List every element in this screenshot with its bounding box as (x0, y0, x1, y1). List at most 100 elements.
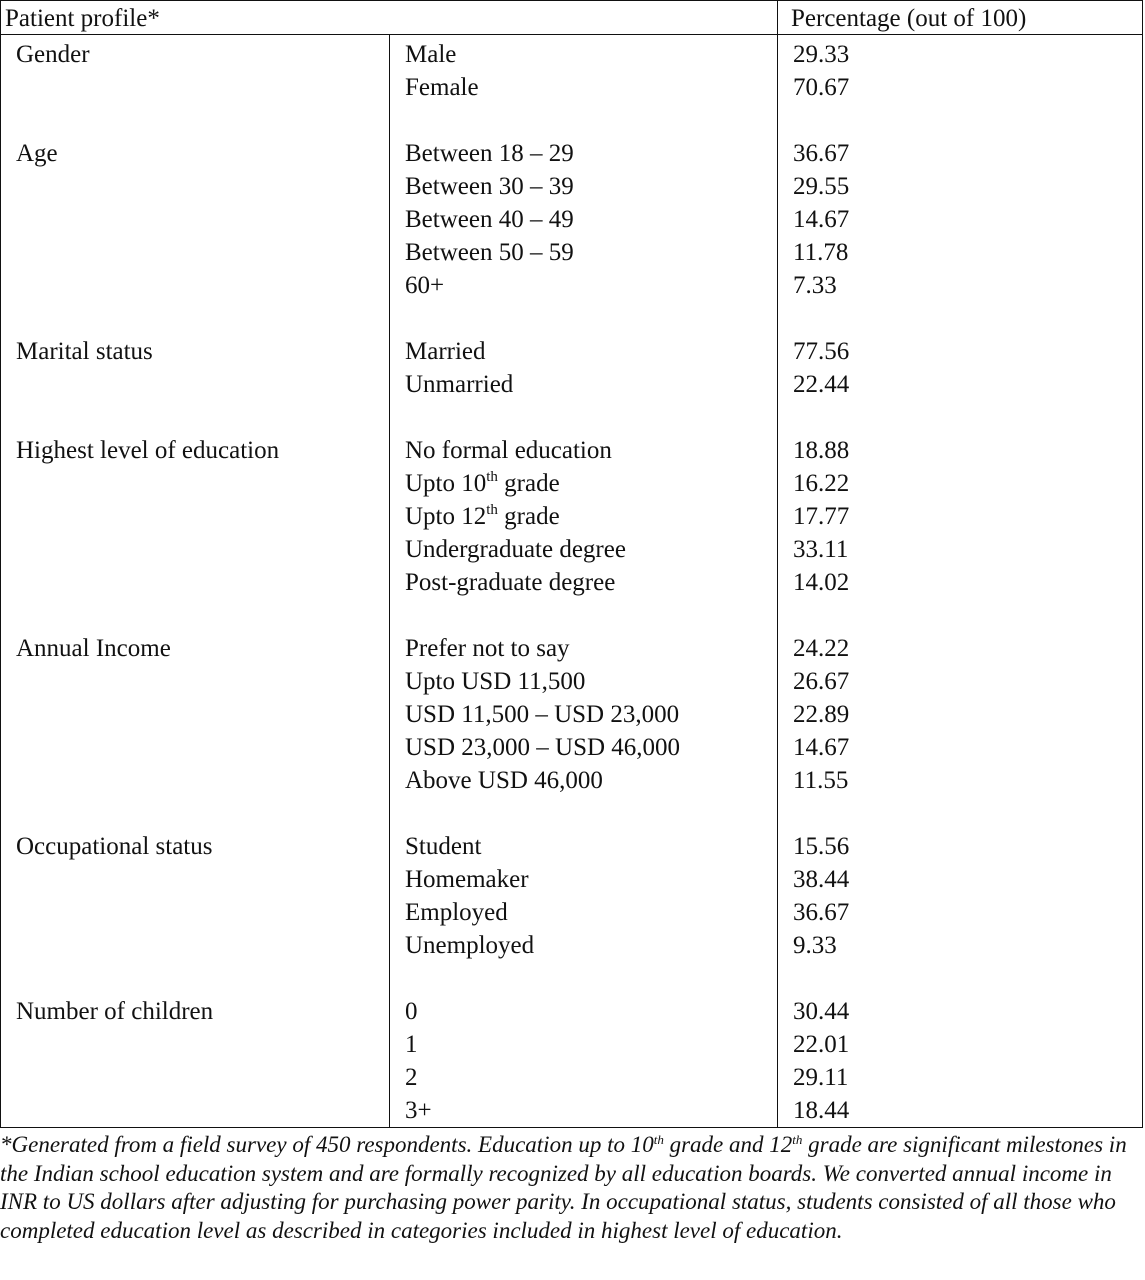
row-label-text: No formal education (405, 437, 612, 464)
row-percentage: 15.56 (793, 833, 850, 860)
row-percentage: 14.67 (793, 734, 850, 761)
row-label: USD 23,000 – USD 46,000 (405, 731, 680, 764)
row-label: Undergraduate degree (405, 533, 626, 566)
row-label: Homemaker (405, 863, 529, 896)
category-label: Annual Income (16, 635, 171, 662)
category-label: Gender (16, 41, 90, 68)
row-label: 3+ (405, 1094, 432, 1127)
row-label-text: Female (405, 74, 479, 101)
row-percentage: 14.02 (793, 569, 850, 596)
category-label: Age (16, 140, 58, 167)
row-percentage: 16.22 (793, 470, 850, 497)
row-percentage: 9.33 (793, 932, 837, 959)
footnote-sup-1: th (653, 1132, 664, 1147)
table-footnote: *Generated from a field survey of 450 re… (0, 1131, 1142, 1246)
row-label: Between 18 – 29 (405, 137, 574, 170)
row-label-text: Male (405, 41, 457, 68)
row-label: Between 40 – 49 (405, 203, 574, 236)
category-label: Number of children (16, 998, 214, 1025)
row-label: Upto 10th grade (405, 467, 560, 500)
row-percentage: 18.44 (793, 1097, 850, 1124)
row-label: Above USD 46,000 (405, 764, 603, 797)
row-label: Married (405, 335, 486, 368)
row-label: Prefer not to say (405, 632, 570, 665)
row-percentage: 11.55 (793, 767, 849, 794)
row-percentage: 26.67 (793, 668, 850, 695)
row-label: Unmarried (405, 368, 513, 401)
row-label: Between 50 – 59 (405, 236, 574, 269)
row-label-superscript: th (486, 502, 498, 518)
column-divider-2 (777, 1, 778, 1127)
category-label: Marital status (16, 338, 153, 365)
demographics-table: Patient profile* Percentage (out of 100)… (0, 0, 1143, 1128)
row-label: 0 (405, 995, 418, 1028)
row-label-text: Upto 12 (405, 503, 487, 530)
row-label-text: Between 30 – 39 (405, 173, 574, 200)
row-percentage: 17.77 (793, 503, 850, 530)
row-label-text: 3+ (405, 1097, 432, 1124)
row-label-text: Employed (405, 899, 508, 926)
category-label: Occupational status (16, 833, 213, 860)
row-label-text: Prefer not to say (405, 635, 570, 662)
row-percentage: 7.33 (793, 272, 837, 299)
row-label-text: USD 11,500 – USD 23,000 (405, 701, 680, 728)
row-label-text: Undergraduate degree (405, 536, 626, 563)
row-percentage: 29.33 (793, 41, 850, 68)
row-label-text: Married (405, 338, 486, 365)
row-label-suffix: grade (497, 470, 560, 497)
row-percentage: 30.44 (793, 998, 850, 1025)
row-label: Male (405, 38, 456, 71)
row-percentage: 11.78 (793, 239, 849, 266)
footnote-text-2: grade and 12 (663, 1132, 793, 1157)
row-label: 2 (405, 1061, 418, 1094)
row-label: 1 (405, 1028, 418, 1061)
footnote-text-1: *Generated from a field survey of 450 re… (0, 1132, 654, 1157)
row-label: Student (405, 830, 481, 863)
row-label-text: 60+ (405, 272, 445, 299)
row-label: Employed (405, 896, 508, 929)
row-label-text: Post-graduate degree (405, 569, 616, 596)
header-patient-profile: Patient profile* (5, 5, 160, 32)
header-divider (1, 34, 1142, 35)
row-percentage: 22.44 (793, 371, 850, 398)
row-percentage: 18.88 (793, 437, 850, 464)
row-label-suffix: grade (497, 503, 560, 530)
row-label: 60+ (405, 269, 444, 302)
row-label: Unemployed (405, 929, 534, 962)
header-percentage: Percentage (out of 100) (791, 5, 1027, 32)
row-label-text: Upto 10 (405, 470, 487, 497)
row-label-text: 0 (405, 998, 418, 1025)
row-label-text: Between 18 – 29 (405, 140, 574, 167)
row-percentage: 29.55 (793, 173, 850, 200)
footnote-text-3: grade are significant milestones in the … (0, 1132, 1127, 1244)
row-label-text: Between 40 – 49 (405, 206, 574, 233)
row-percentage: 70.67 (793, 74, 850, 101)
row-label-text: 1 (405, 1031, 418, 1058)
row-percentage: 14.67 (793, 206, 850, 233)
row-label: No formal education (405, 434, 612, 467)
row-label-text: USD 23,000 – USD 46,000 (405, 734, 681, 761)
row-label: Post-graduate degree (405, 566, 615, 599)
row-label: USD 11,500 – USD 23,000 (405, 698, 679, 731)
row-label: Female (405, 71, 479, 104)
row-label-text: Unemployed (405, 932, 535, 959)
row-label: Upto USD 11,500 (405, 665, 585, 698)
row-label: Upto 12th grade (405, 500, 560, 533)
row-label-text: Between 50 – 59 (405, 239, 574, 266)
row-label-text: Homemaker (405, 866, 529, 893)
row-percentage: 22.89 (793, 701, 850, 728)
row-percentage: 38.44 (793, 866, 850, 893)
row-percentage: 36.67 (793, 140, 850, 167)
row-label-text: Student (405, 833, 482, 860)
row-label-text: 2 (405, 1064, 418, 1091)
category-label: Highest level of education (16, 437, 280, 464)
row-label-superscript: th (486, 469, 498, 485)
row-percentage: 24.22 (793, 635, 850, 662)
column-divider-1 (389, 35, 390, 1127)
row-label-text: Unmarried (405, 371, 514, 398)
row-label-text: Upto USD 11,500 (405, 668, 586, 695)
footnote-sup-2: th (792, 1132, 803, 1147)
row-label: Between 30 – 39 (405, 170, 574, 203)
row-percentage: 33.11 (793, 536, 849, 563)
row-percentage: 29.11 (793, 1064, 849, 1091)
